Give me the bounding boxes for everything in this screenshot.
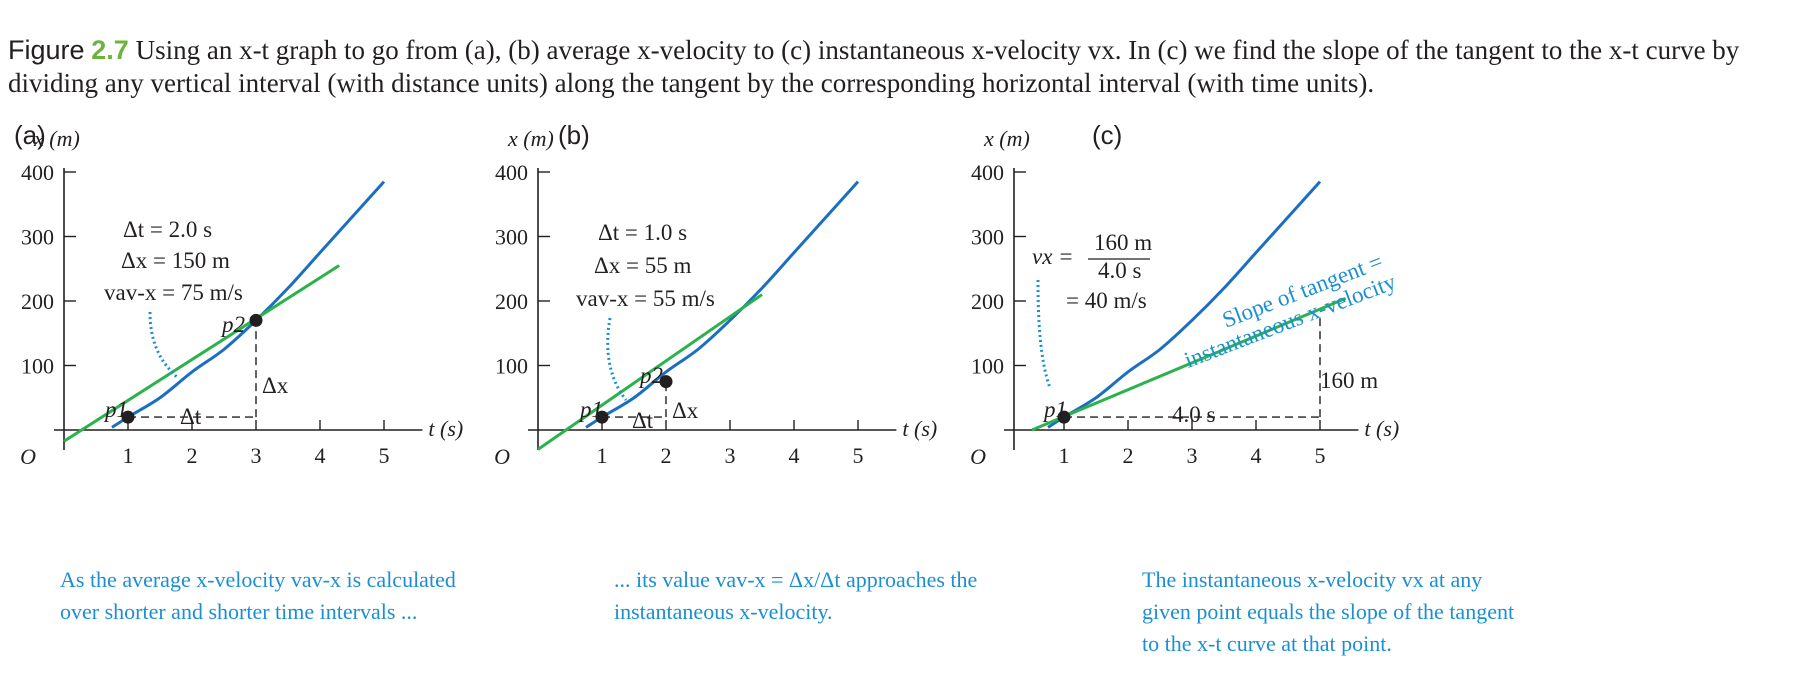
figure-caption: Figure 2.7 Using an x-t graph to go from…: [8, 34, 1788, 100]
note-c-line-3: to the x-t curve at that point.: [1142, 631, 1392, 656]
note-c: The instantaneous x-velocity vx at any g…: [1142, 564, 1702, 660]
annot-vav: vav-x = 75 m/s: [104, 280, 243, 305]
x-axis-label: t (s): [902, 416, 937, 441]
x-axis-label: t (s): [428, 416, 463, 441]
y-axis-label: x (m): [983, 126, 1030, 151]
pointer-arrow: [148, 311, 179, 380]
annot-vx: vx =: [1032, 244, 1074, 269]
x-tick-label: 5: [1315, 443, 1326, 468]
panel-letter-a: (a): [14, 120, 46, 150]
annot-rise: 160 m: [1094, 230, 1152, 255]
note-a: As the average x-velocity vav-x is calcu…: [60, 564, 580, 628]
figure-number: 2.7: [91, 35, 129, 65]
y-tick-label: 400: [495, 160, 528, 185]
label-p2: p2: [220, 312, 245, 337]
tangent-line: [1031, 297, 1347, 432]
annot-dt: Δt = 2.0 s: [123, 217, 212, 242]
point-p1: [1057, 410, 1071, 424]
x-tick-label: 5: [379, 443, 390, 468]
label-run: 4.0 s: [1172, 402, 1216, 427]
point-p2: [659, 375, 673, 389]
position-curve: [111, 180, 386, 429]
point-p1: [121, 410, 135, 424]
annot-dt: Δt = 1.0 s: [598, 220, 687, 245]
annot-dx: Δx = 150 m: [121, 248, 230, 273]
secant-line: [537, 293, 763, 451]
x-axis-label: t (s): [1364, 416, 1399, 441]
point-p1: [595, 410, 609, 424]
x-tick-label: 1: [1059, 443, 1070, 468]
x-tick-label: 2: [1123, 443, 1134, 468]
point-p2: [249, 313, 263, 327]
position-curve: [585, 180, 860, 429]
x-tick-label: 3: [725, 443, 736, 468]
annot-dx: Δx = 55 m: [594, 253, 692, 278]
origin-label: O: [20, 444, 36, 469]
label-p1: p1: [578, 397, 603, 422]
pointer-arrow: [606, 317, 628, 401]
y-tick-label: 400: [21, 160, 54, 185]
y-tick-label: 100: [971, 354, 1004, 379]
y-tick-label: 200: [21, 289, 54, 314]
y-tick-label: 400: [971, 160, 1004, 185]
figure-label: Figure: [8, 35, 85, 65]
note-a-line-1: As the average x-velocity vav-x is calcu…: [60, 567, 456, 592]
label-rise: 160 m: [1320, 368, 1378, 393]
origin-label: O: [494, 444, 510, 469]
label-p1: p1: [103, 397, 128, 422]
panel-letter-b: (b): [558, 120, 590, 150]
secant-line: [63, 264, 341, 443]
annot-result: = 40 m/s: [1066, 288, 1147, 313]
label-dt: Δt: [180, 404, 202, 429]
x-tick-label: 4: [1251, 443, 1262, 468]
note-c-line-1: The instantaneous x-velocity vx at any: [1142, 567, 1483, 592]
note-b-line-2: instantaneous x-velocity.: [614, 599, 833, 624]
label-dt: Δt: [632, 408, 654, 433]
x-tick-label: 2: [661, 443, 672, 468]
y-axis-label: x (m): [33, 126, 80, 151]
chart-b: 100 200 300 400 1 2 3 4 5 Ot (s) x (m) Δt = 1.0 s Δx…: [494, 126, 937, 469]
y-tick-label: 200: [495, 289, 528, 314]
x-tick-label: 4: [315, 443, 326, 468]
annot-vav: vav-x = 55 m/s: [576, 286, 715, 311]
y-tick-label: 100: [495, 354, 528, 379]
y-axis-label: x (m): [507, 126, 554, 151]
caption-text: Using an x-t graph to go from (a), (b) a…: [8, 35, 1740, 98]
label-p2: p2: [638, 363, 663, 388]
position-curve: [1047, 180, 1322, 429]
y-tick-label: 300: [971, 225, 1004, 250]
origin-label: O: [970, 444, 986, 469]
annot-run: 4.0 s: [1098, 258, 1142, 283]
note-c-line-2: given point equals the slope of the tang…: [1142, 599, 1515, 624]
y-tick-label: 100: [21, 354, 54, 379]
y-tick-label: 300: [495, 225, 528, 250]
x-tick-label: 4: [789, 443, 800, 468]
chart-c: 100 200 300 400 1 2 3 4 5 Ot (s) x (m) vx = 160 m 4.0…: [970, 126, 1399, 469]
x-tick-label: 1: [123, 443, 134, 468]
chart-a: 100 200 300 400 1 2 3 4 5 Ot (s) x (m) Δt = 2.0 s Δx…: [20, 126, 463, 469]
note-b: ... its value vav-x = Δx/Δt approaches t…: [614, 564, 1104, 628]
x-tick-label: 3: [1187, 443, 1198, 468]
panel-letter-c: (c): [1092, 120, 1123, 150]
y-tick-label: 200: [971, 289, 1004, 314]
x-tick-label: 1: [597, 443, 608, 468]
label-dx: Δx: [672, 398, 699, 423]
label-p1: p1: [1042, 397, 1067, 422]
note-a-line-2: over shorter and shorter time intervals …: [60, 599, 418, 624]
note-b-line-1: ... its value vav-x = Δx/Δt approaches t…: [614, 567, 978, 592]
y-tick-label: 300: [21, 225, 54, 250]
label-dx: Δx: [262, 373, 289, 398]
x-tick-label: 2: [187, 443, 198, 468]
x-tick-label: 3: [251, 443, 262, 468]
x-tick-label: 5: [853, 443, 864, 468]
